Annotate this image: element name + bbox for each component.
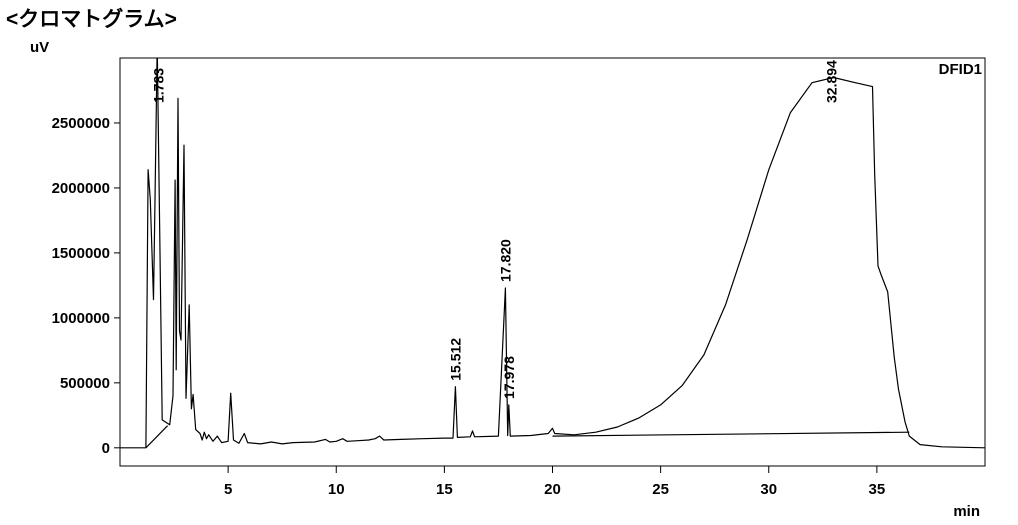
x-axis-label: min [953, 503, 980, 520]
peak-label: 17.978 [501, 356, 517, 399]
trace [120, 58, 985, 449]
x-tick-label: 5 [224, 481, 232, 498]
y-tick-label: 0 [102, 440, 110, 457]
trace [552, 431, 910, 437]
peak-label: 1.783 [151, 68, 167, 103]
peak-label: 15.512 [447, 338, 463, 381]
x-tick-label: 20 [544, 481, 561, 498]
x-tick-label: 30 [760, 481, 777, 498]
y-tick-label: 2500000 [52, 115, 110, 132]
chart-title: <クロマトグラム> [6, 7, 177, 31]
trace [145, 425, 169, 449]
plot-area [120, 58, 985, 449]
y-tick-label: 2000000 [52, 180, 110, 197]
x-tick-label: 35 [869, 481, 886, 498]
y-tick-label: 500000 [60, 375, 110, 392]
y-tick-label: 1500000 [52, 245, 110, 262]
x-tick-label: 10 [328, 481, 345, 498]
plot-frame [119, 57, 986, 467]
y-axis-label: uV [30, 39, 49, 56]
x-tick-label: 15 [436, 481, 453, 498]
y-tick-label: 1000000 [52, 310, 110, 327]
detector-label: DFID1 [939, 61, 982, 78]
peak-label: 17.820 [497, 239, 513, 282]
peak-label: 32.894 [823, 60, 839, 103]
x-tick-label: 25 [652, 481, 669, 498]
